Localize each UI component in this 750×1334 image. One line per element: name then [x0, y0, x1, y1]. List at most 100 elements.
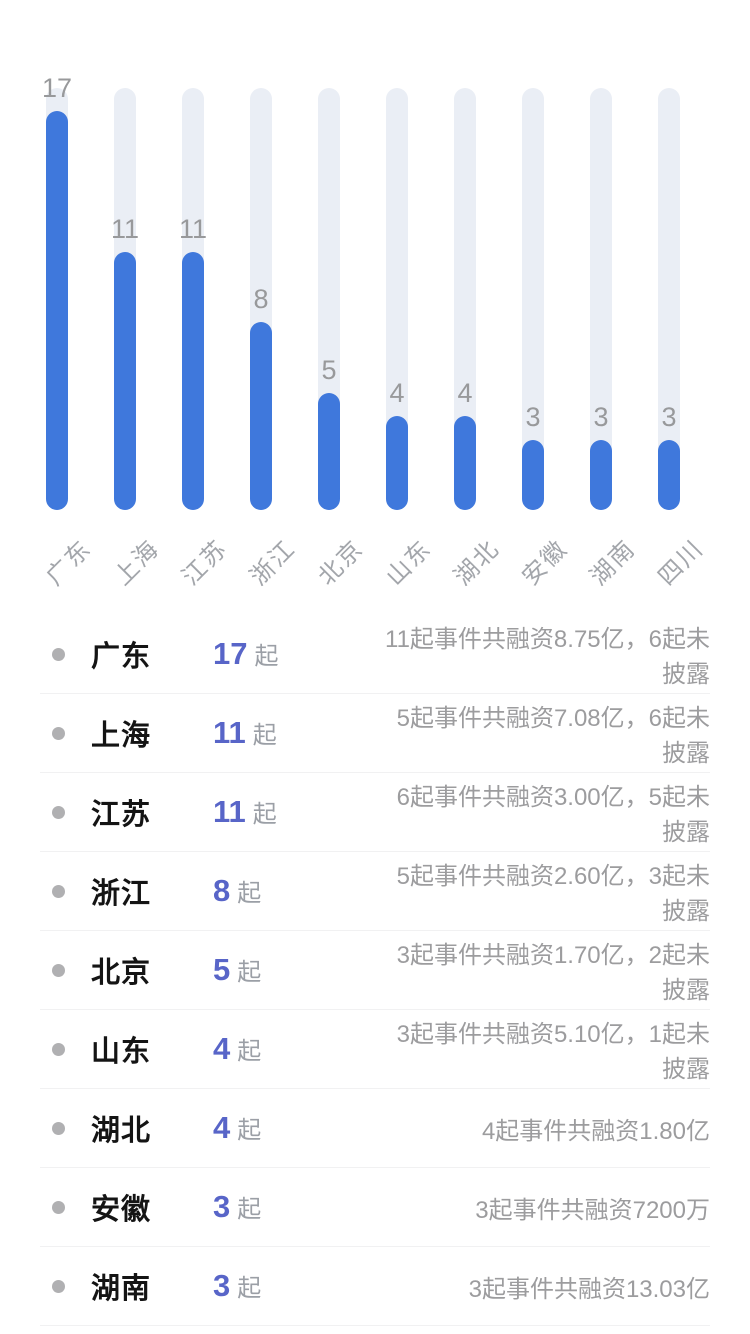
axis-label: 江苏 [177, 534, 234, 591]
axis-label: 浙江 [245, 534, 302, 591]
bullet-icon [52, 1200, 65, 1214]
event-count: 8 [213, 873, 231, 908]
event-count-wrap: 11 起 [213, 794, 373, 830]
axis-label: 山东 [381, 534, 438, 591]
axis-label-wrap: 四川 [635, 510, 709, 609]
bar-track: 4 [454, 88, 476, 510]
axis-label: 北京 [313, 534, 370, 591]
event-description: 3起事件共融资5.10亿，1起未披露 [396, 1021, 710, 1083]
bar-value-label: 11 [110, 214, 140, 245]
province-financing-bar-chart: 17 广东 11 上海 11 江苏 8 浙江 [0, 0, 750, 609]
bullet-icon [52, 1042, 65, 1056]
event-description: 3起事件共融资7200万 [475, 1196, 710, 1224]
axis-label: 四川 [653, 534, 710, 591]
bar-value-label: 11 [178, 214, 208, 245]
province-name: 山东 [91, 1036, 152, 1068]
bullet-icon [52, 1279, 65, 1293]
event-count-unit: 起 [252, 722, 277, 749]
axis-label: 湖北 [449, 534, 506, 591]
bar-column: 3 四川 [635, 0, 709, 609]
bar-value-label: 5 [321, 354, 337, 385]
bar-fill [46, 111, 68, 510]
bar-track: 11 [179, 88, 207, 510]
event-count-wrap: 11 起 [213, 715, 373, 751]
axis-label: 安徽 [517, 534, 574, 591]
axis-label-wrap: 江苏 [159, 510, 233, 609]
province-name: 安徽 [91, 1194, 152, 1226]
bar-track: 5 [318, 88, 340, 510]
bar-column: 11 上海 [91, 0, 165, 609]
bar-track: 3 [658, 88, 680, 510]
event-count-unit: 起 [237, 959, 262, 986]
province-financing-list: 广东 17 起 11起事件共融资8.75亿，6起未披露 上海 11 起 5起事件… [0, 609, 750, 1326]
bar-column: 3 湖南 [567, 0, 641, 609]
bar-column: 4 湖北 [431, 0, 505, 609]
bar-fill [454, 416, 476, 510]
event-count: 4 [213, 1031, 231, 1066]
bar-fill [386, 416, 408, 510]
axis-label-wrap: 广东 [23, 510, 97, 609]
bar-fill [318, 392, 340, 510]
event-description: 6起事件共融资3.00亿，5起未披露 [396, 784, 710, 846]
event-count-wrap: 3 起 [213, 1268, 373, 1304]
bar-track: 3 [590, 88, 612, 510]
province-name: 湖北 [91, 1115, 152, 1147]
event-description: 5起事件共融资2.60亿，3起未披露 [396, 863, 710, 925]
bar-track: 3 [522, 88, 544, 510]
event-count: 11 [213, 794, 246, 829]
list-item: 安徽 3 起 3起事件共融资7200万 [40, 1168, 710, 1247]
bar-track: 4 [386, 88, 408, 510]
bullet-icon [52, 1121, 65, 1135]
bullet-icon [52, 884, 65, 898]
list-item: 湖南 3 起 3起事件共融资13.03亿 [40, 1247, 710, 1326]
province-name: 江苏 [91, 799, 152, 831]
list-item: 北京 5 起 3起事件共融资1.70亿，2起未披露 [40, 931, 710, 1010]
bar-track: 17 [42, 73, 72, 510]
event-count-unit: 起 [237, 1275, 262, 1302]
event-count: 17 [213, 636, 248, 671]
axis-label-wrap: 湖北 [431, 510, 505, 609]
event-count: 5 [213, 952, 231, 987]
bar-column: 3 安徽 [499, 0, 573, 609]
bar-column: 8 浙江 [227, 0, 301, 609]
bar-track: 8 [250, 88, 272, 510]
list-item: 江苏 11 起 6起事件共融资3.00亿，5起未披露 [40, 773, 710, 852]
bar-value-label: 4 [457, 378, 473, 409]
axis-label-wrap: 安徽 [499, 510, 573, 609]
bar-column: 4 山东 [363, 0, 437, 609]
province-name: 广东 [91, 641, 152, 673]
bar-value-label: 4 [389, 378, 405, 409]
bar-fill [522, 439, 544, 510]
list-item: 山东 4 起 3起事件共融资5.10亿，1起未披露 [40, 1010, 710, 1089]
event-count-unit: 起 [237, 880, 262, 907]
bullet-icon [52, 647, 65, 661]
event-description: 3起事件共融资1.70亿，2起未披露 [396, 942, 710, 1004]
bar-value-label: 8 [253, 284, 269, 315]
axis-label-wrap: 上海 [91, 510, 165, 609]
event-count-wrap: 3 起 [213, 1189, 373, 1225]
bar-value-label: 3 [661, 401, 677, 432]
event-count: 4 [213, 1110, 231, 1145]
bar-fill [658, 439, 680, 510]
province-name: 湖南 [91, 1273, 152, 1305]
event-count-wrap: 4 起 [213, 1110, 373, 1146]
event-count-unit: 起 [237, 1196, 262, 1223]
province-name: 上海 [91, 720, 152, 752]
bar-track: 11 [111, 88, 139, 510]
list-item: 湖北 4 起 4起事件共融资1.80亿 [40, 1089, 710, 1168]
event-count-wrap: 8 起 [213, 873, 373, 909]
bar-value-label: 3 [525, 401, 541, 432]
event-description: 5起事件共融资7.08亿，6起未披露 [396, 705, 710, 767]
bar-fill [182, 252, 204, 510]
bar-fill [114, 252, 136, 510]
axis-label: 湖南 [585, 534, 642, 591]
event-count-wrap: 5 起 [213, 952, 373, 988]
bar-value-label: 17 [41, 73, 73, 104]
event-count-unit: 起 [237, 1117, 262, 1144]
event-count: 11 [213, 715, 246, 750]
province-name: 北京 [91, 957, 152, 989]
bullet-icon [52, 963, 65, 977]
event-count: 3 [213, 1189, 231, 1224]
list-item: 浙江 8 起 5起事件共融资2.60亿，3起未披露 [40, 852, 710, 931]
